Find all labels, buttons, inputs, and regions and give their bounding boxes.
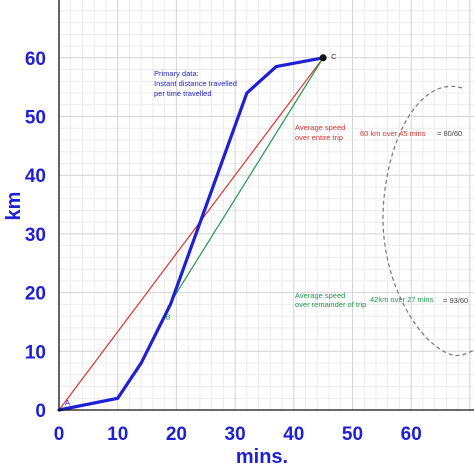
x-tick-label: 40 — [283, 424, 304, 445]
point-label-b: B — [166, 312, 171, 321]
entire-trip-note: Average speed over entire trip 60 km ove… — [295, 123, 462, 142]
average-speed-lines — [58, 57, 324, 411]
average-entire-trip-line — [58, 57, 324, 411]
y-tick-label: 30 — [25, 225, 46, 246]
x-tick-label: 20 — [166, 424, 187, 445]
primary-note-line1: Primary data: — [154, 69, 199, 78]
remainder-ratio: = 93/60 — [443, 296, 468, 305]
axes — [58, 0, 474, 411]
y-tick-label: 20 — [25, 284, 46, 305]
y-tick-label: 50 — [25, 108, 46, 129]
remainder-calc: 42km over 27 mins — [370, 295, 434, 304]
y-tick-label: 40 — [25, 166, 46, 187]
point-label-c: C — [331, 52, 337, 61]
x-tick-label: 60 — [401, 424, 422, 445]
y-tick-label: 0 — [35, 401, 46, 422]
primary-note-line2: Instant distance travelled — [154, 79, 237, 88]
major-gridlines — [58, 0, 474, 411]
x-tick-label: 50 — [342, 424, 363, 445]
point-label-a: A — [65, 398, 70, 407]
dashed-ellipse — [382, 85, 474, 357]
y-tick-label: 60 — [25, 49, 46, 70]
entire-ratio: = 80/60 — [437, 129, 462, 138]
x-tick-label: 0 — [54, 424, 65, 445]
y-tick-label: 10 — [25, 342, 46, 363]
primary-data-note: Primary data: Instant distance travelled… — [154, 69, 237, 98]
x-tick-label: 10 — [107, 424, 128, 445]
remainder-note-line2: over remainder of trip — [295, 300, 366, 309]
y-axis-title: km — [3, 192, 25, 221]
entire-calc: 60 km over 45 mins — [360, 129, 426, 138]
y-tick-labels: 0 10 20 30 40 50 60 — [25, 49, 46, 422]
primary-data-series — [57, 56, 325, 412]
x-axis-title: mins. — [236, 446, 288, 468]
point-marker-c — [319, 54, 327, 62]
x-tick-label: 30 — [225, 424, 246, 445]
remainder-note-line1: Average speed — [295, 291, 345, 300]
remainder-note: Average speed over remainder of trip 42k… — [295, 291, 468, 309]
average-remainder-line — [167, 57, 324, 308]
primary-note-line3: per time travelled — [154, 89, 212, 98]
entire-note-line1: Average speed — [295, 123, 345, 132]
point-markers: A B C — [65, 52, 337, 407]
x-tick-labels: 0 10 20 30 40 50 60 — [54, 424, 422, 445]
entire-note-line2: over entire trip — [295, 133, 343, 142]
minor-gridlines — [59, 0, 474, 410]
primary-data-line — [57, 56, 325, 412]
